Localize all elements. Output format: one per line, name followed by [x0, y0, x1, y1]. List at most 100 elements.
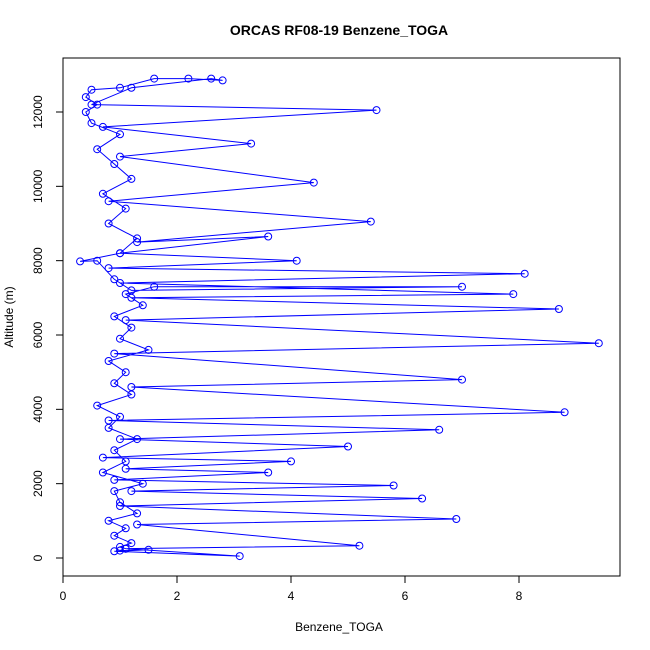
data-point [116, 279, 124, 287]
data-point [235, 552, 244, 561]
data-point [87, 85, 96, 94]
x-tick-label: 2 [174, 589, 181, 603]
data-point [264, 232, 273, 241]
data-point [116, 502, 124, 510]
y-tick-label: 2000 [31, 470, 45, 497]
y-tick-label: 0 [31, 554, 45, 561]
data-point [133, 435, 142, 444]
data-point [509, 290, 518, 299]
data-point [110, 275, 119, 284]
y-tick-label: 12000 [31, 95, 45, 129]
data-point [116, 435, 124, 444]
series-line [79, 78, 599, 557]
data-point [110, 312, 119, 321]
data-point [127, 539, 136, 548]
data-point [93, 256, 102, 265]
x-axis: 0 2 4 6 8 [60, 575, 523, 603]
data-point [133, 520, 142, 529]
data-point [127, 83, 136, 92]
plot-frame [62, 57, 621, 577]
data-point [138, 479, 147, 488]
data-point [104, 357, 113, 365]
data-point [121, 368, 130, 377]
data-point [93, 401, 102, 410]
data-point [116, 334, 124, 343]
data-point [127, 323, 136, 332]
data-point [116, 83, 124, 92]
data-point [81, 108, 90, 116]
data-point [104, 219, 113, 228]
data-point [366, 217, 375, 226]
data-point [98, 468, 107, 477]
data-point [87, 119, 96, 128]
data-point [93, 100, 102, 109]
data-point [127, 487, 136, 496]
data-point [264, 468, 273, 477]
data-point [104, 264, 113, 273]
data-point [418, 494, 427, 503]
data-point [121, 464, 130, 473]
data-point [104, 197, 113, 206]
data-point [594, 339, 603, 348]
data-point [110, 446, 119, 455]
data-point [116, 542, 124, 551]
data-point [127, 293, 136, 302]
data-point [121, 544, 130, 553]
data-point [133, 509, 142, 518]
data-point [458, 282, 466, 291]
data-point [110, 487, 119, 496]
x-axis-label: Benzene_TOGA [295, 620, 383, 634]
data-point [110, 531, 119, 540]
data-point [116, 546, 124, 555]
data-point [121, 524, 130, 533]
data-point [247, 139, 256, 148]
y-tick-label: 4000 [31, 396, 45, 423]
data-point [150, 74, 159, 83]
data-point [309, 178, 318, 187]
data-point [98, 453, 107, 462]
data-point [355, 541, 364, 550]
data-point [76, 257, 85, 266]
data-point [184, 74, 193, 83]
chart-title: ORCAS RF08-19 Benzene_TOGA [230, 22, 448, 38]
data-point [110, 475, 119, 484]
series-group [76, 74, 603, 561]
data-point [138, 301, 147, 310]
x-tick-label: 8 [516, 589, 523, 603]
data-point [127, 174, 136, 183]
data-point [116, 412, 124, 421]
data-point [87, 100, 96, 109]
data-point [150, 282, 159, 291]
y-tick-label: 8000 [31, 247, 45, 274]
data-point [98, 189, 107, 198]
data-point [554, 305, 563, 313]
y-axis: 0 2000 4000 6000 8000 10000 12000 [31, 95, 64, 561]
data-point [344, 442, 352, 451]
data-point [110, 547, 119, 556]
data-point [98, 122, 107, 131]
data-point [435, 425, 444, 434]
data-point [81, 93, 90, 102]
data-point [116, 130, 124, 139]
y-tick-label: 10000 [31, 169, 45, 203]
data-point [121, 290, 130, 299]
data-point [218, 76, 227, 85]
data-point [292, 256, 301, 265]
data-point [207, 74, 216, 83]
data-point [121, 204, 130, 213]
data-point [127, 383, 136, 391]
data-point [287, 457, 295, 466]
data-point [389, 481, 398, 490]
data-point [372, 106, 381, 115]
data-point [121, 316, 130, 325]
data-point [93, 145, 102, 154]
data-point [104, 416, 113, 425]
x-tick-label: 4 [288, 589, 295, 603]
data-point [104, 516, 113, 525]
data-point [116, 249, 124, 258]
y-tick-label: 6000 [31, 321, 45, 348]
data-point [520, 269, 529, 278]
data-point [116, 498, 124, 507]
x-tick-label: 0 [60, 589, 67, 603]
